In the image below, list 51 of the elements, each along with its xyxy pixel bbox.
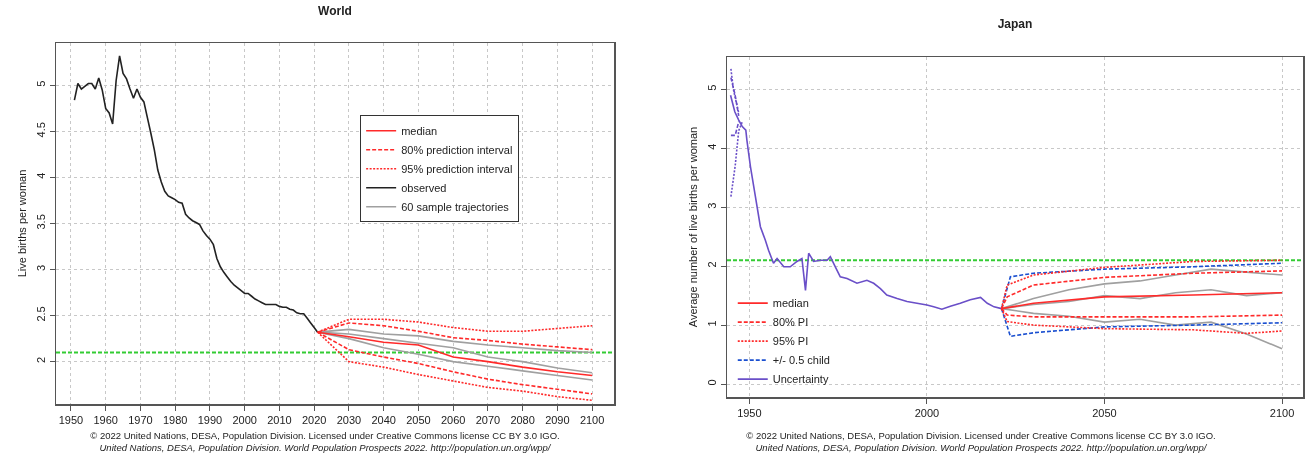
legend-label: 60 sample trajectories bbox=[401, 200, 510, 213]
legend-label: 80% prediction interval bbox=[401, 143, 513, 156]
y-tick-label: 2 bbox=[706, 261, 719, 268]
x-tick-label: 2000 bbox=[914, 406, 940, 419]
text: © 2022 United Nations, DESA, Population Division. Licensed under Creative Commons license CC BY 3.0 IGO. bbox=[745, 430, 1217, 442]
chart-title: World bbox=[318, 3, 352, 18]
y-axis-title: Live births per woman bbox=[16, 169, 28, 278]
x-tick-label: 2080 bbox=[510, 413, 535, 426]
legend-label: median bbox=[401, 124, 438, 137]
y-tick-label: 5 bbox=[35, 80, 48, 87]
legend-label: Uncertainty bbox=[772, 373, 829, 386]
y-tick-label: 2.5 bbox=[35, 306, 48, 322]
x-tick-label: 2000 bbox=[232, 413, 257, 426]
y-tick-label: 4 bbox=[35, 172, 48, 179]
legend-label: 80% PI bbox=[772, 316, 809, 329]
y-tick-label: 3 bbox=[35, 264, 48, 271]
x-tick-label: 1950 bbox=[737, 406, 762, 419]
x-tick-label: 2060 bbox=[440, 413, 466, 426]
x-tick-label: 2010 bbox=[267, 413, 292, 426]
y-tick-label: 4.5 bbox=[35, 122, 48, 138]
text: United Nations, DESA, Population Division. World Population Prospects 2022. http://population.un.org/wpp/ bbox=[98, 442, 552, 454]
y-tick-label: 2 bbox=[35, 356, 48, 364]
x-tick-label: 1970 bbox=[128, 413, 153, 426]
x-tick-label: 2030 bbox=[336, 413, 362, 426]
y-tick-label: 4 bbox=[706, 143, 719, 150]
text: © 2022 United Nations, DESA, Population Division. Licensed under Creative Commons license CC BY 3.0 IGO. bbox=[89, 430, 561, 442]
text: United Nations, DESA, Population Division. World Population Prospects 2022. http://population.un.org/wpp/ bbox=[754, 442, 1208, 454]
legend-label: 95% prediction interval bbox=[401, 162, 513, 175]
legend-label: 95% PI bbox=[772, 335, 809, 348]
x-tick-label: 1990 bbox=[197, 413, 223, 426]
y-tick-label: 3 bbox=[706, 202, 719, 209]
x-tick-label: 2040 bbox=[371, 413, 396, 426]
legend-label: +/- 0.5 child bbox=[772, 354, 830, 367]
chart-title: Japan bbox=[997, 16, 1033, 31]
x-tick-label: 2100 bbox=[1269, 406, 1295, 419]
x-tick-label: 2100 bbox=[579, 413, 605, 426]
x-tick-label: 2050 bbox=[1092, 406, 1117, 419]
legend-label: median bbox=[772, 297, 809, 310]
y-tick-label: 5 bbox=[706, 84, 719, 91]
x-tick-label: 1980 bbox=[162, 413, 188, 426]
x-tick-label: 1950 bbox=[58, 413, 84, 426]
x-tick-label: 2050 bbox=[406, 413, 431, 426]
x-tick-label: 1960 bbox=[93, 413, 118, 426]
y-tick-label: 0 bbox=[706, 379, 719, 386]
x-tick-label: 2070 bbox=[475, 413, 501, 426]
x-tick-label: 2090 bbox=[545, 413, 570, 426]
y-axis-title: Average number of live births per woman bbox=[687, 126, 699, 328]
y-tick-label: 3.5 bbox=[35, 214, 48, 230]
legend-label: observed bbox=[401, 181, 447, 194]
y-tick-label: 1 bbox=[706, 320, 719, 327]
x-tick-label: 2020 bbox=[301, 413, 327, 426]
